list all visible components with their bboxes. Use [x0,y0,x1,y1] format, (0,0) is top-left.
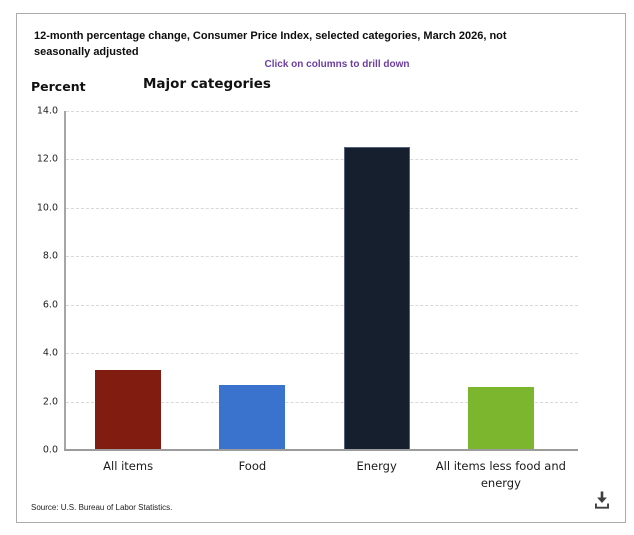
gridline [66,111,578,112]
y-axis-line [64,111,66,450]
y-tick-label: 6.0 [42,299,58,311]
x-tick-label: All items [103,459,154,473]
gridline [66,401,578,403]
gridline [66,304,578,306]
y-tick-label: 4.0 [42,347,58,359]
x-tick-label: Food [238,459,267,473]
x-tick-label: All items less food and energy [435,459,566,490]
drill-down-note: Click on columns to drill down [264,59,410,70]
y-tick-label: 10.0 [36,202,58,214]
x-tick-label: Energy [356,459,397,473]
bar-all-items[interactable] [95,370,162,450]
y-axis-title: Percent [31,79,86,94]
y-axis-labels: 14.0 12.0 10.0 8.0 6.0 4.0 2.0 0.0 [17,106,61,456]
bar-food[interactable] [219,384,286,450]
download-icon [595,491,609,509]
y-tick-label: 0.0 [42,444,58,456]
source-note: Source: U.S. Bureau of Labor Statistics. [31,503,173,512]
chart-description: 12-month percentage change, Consumer Pri… [34,30,507,58]
x-axis-line [64,449,578,451]
download-button[interactable] [589,486,615,514]
gridline [66,353,578,355]
chart-title: Major categories [143,76,271,92]
bar-all-items-less-food-and-energy[interactable] [467,387,534,450]
gridline [66,256,578,258]
y-tick-label: 2.0 [42,396,58,408]
y-tick-label: 8.0 [42,250,58,262]
y-tick-label: 14.0 [36,105,58,117]
bar-energy[interactable] [343,147,410,450]
plot-area [64,111,578,451]
gridline [66,159,578,161]
gridline [66,207,578,209]
chart-widget-frame: 12-month percentage change, Consumer Pri… [16,13,626,523]
y-tick-label: 12.0 [36,153,58,165]
bars-layer [66,111,563,450]
